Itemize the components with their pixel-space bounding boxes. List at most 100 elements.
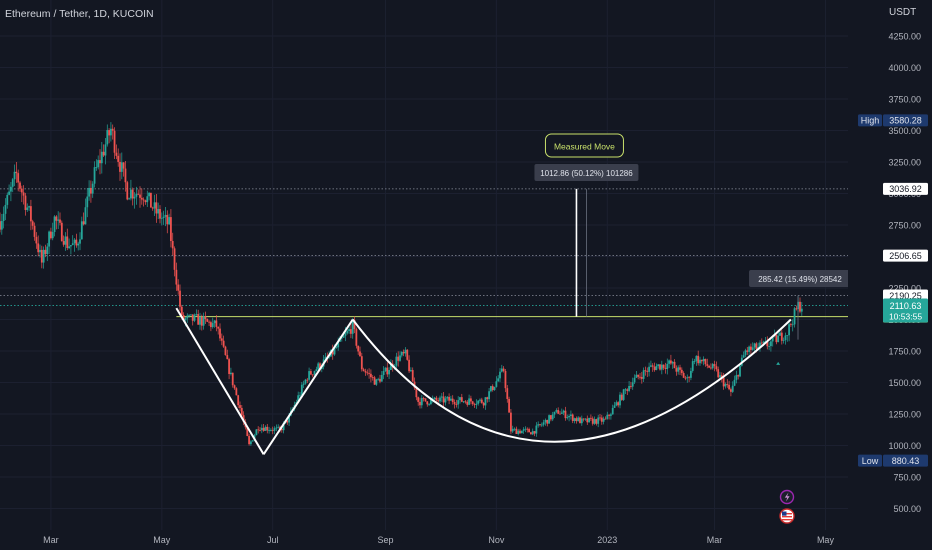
candle-body — [344, 333, 347, 336]
candle-body — [651, 365, 654, 367]
candle-body — [557, 410, 560, 414]
time-axis[interactable]: Mar May Jul Sep Nov 2023 Mar May — [0, 530, 932, 550]
candle-body — [655, 366, 658, 371]
candle-body — [526, 428, 529, 430]
candle-body — [413, 381, 416, 388]
candle-body — [600, 417, 603, 422]
candle-body — [468, 398, 470, 405]
candle-body — [139, 194, 141, 198]
candle-body — [260, 427, 263, 431]
candle-body — [602, 418, 605, 422]
candle-body — [688, 377, 690, 379]
candle-body — [560, 412, 563, 414]
candle-body — [177, 284, 180, 291]
time-tick-label: May — [153, 535, 171, 545]
candle-body — [115, 152, 118, 156]
candle-body — [4, 204, 7, 214]
candle-body — [799, 301, 801, 312]
pattern-line[interactable] — [262, 318, 354, 455]
candle-body — [444, 398, 447, 403]
candle-body — [551, 414, 554, 420]
candle-body — [644, 370, 647, 372]
candle-body — [259, 430, 261, 431]
candle-body — [31, 221, 34, 226]
candle-body — [742, 355, 745, 358]
countdown-text: 10:53:55 — [889, 312, 922, 322]
cup-curve[interactable] — [351, 318, 792, 443]
candle-body — [26, 207, 29, 210]
measured-move-stats: 1012.86 (50.12%) 101286 — [540, 169, 633, 178]
candle-body — [237, 395, 240, 406]
measured-move-box[interactable] — [544, 133, 624, 158]
candle-body — [202, 316, 205, 326]
candle-body — [410, 370, 412, 372]
candle-body — [171, 241, 174, 249]
cup-and-handle-pattern[interactable] — [175, 307, 792, 455]
candle-body — [304, 379, 307, 384]
candle-body — [711, 364, 714, 369]
candle-body — [695, 355, 698, 362]
candle-body — [160, 217, 163, 219]
candle-body — [335, 347, 338, 349]
candle-body — [568, 416, 570, 418]
candle-body — [117, 155, 120, 162]
candle-body — [170, 217, 172, 242]
measured-move-tool[interactable]: Measured Move 1012.86 (50.12%) 101286 285.… — [534, 133, 852, 365]
candle-body — [264, 426, 267, 431]
candle-body — [184, 318, 187, 321]
candle-body — [710, 367, 712, 369]
candle-body — [313, 371, 316, 375]
candle-body — [800, 308, 803, 312]
candle-body — [570, 414, 572, 417]
candle-body — [760, 342, 763, 344]
candle-body — [75, 239, 78, 246]
candle-body — [459, 397, 461, 401]
candle-body — [360, 356, 363, 370]
candle-body — [491, 386, 494, 391]
candle-body — [200, 316, 203, 326]
candle-body — [451, 398, 454, 402]
time-tick-label: Mar — [707, 535, 723, 545]
candle-body — [548, 415, 550, 424]
candle-body — [24, 195, 27, 210]
candle-body — [588, 417, 590, 423]
candle-body — [71, 243, 74, 246]
candle-body — [713, 364, 716, 367]
candle-body — [435, 397, 438, 401]
candle-body — [750, 346, 752, 350]
candle-body — [671, 361, 674, 364]
candle-body — [140, 197, 143, 200]
candle-body — [191, 314, 194, 321]
currency-label: USDT — [889, 7, 916, 18]
candle-body — [482, 402, 485, 406]
candle-body — [208, 321, 210, 323]
candle-body — [146, 196, 149, 203]
candle-body — [470, 398, 472, 402]
candle-body — [179, 290, 181, 307]
pattern-line[interactable] — [175, 307, 265, 455]
candle-body — [350, 329, 352, 334]
price-axis[interactable]: 500.00 750.00 1000.00 1250.00 1500.00 1750.00… — [848, 0, 932, 530]
axis-icons[interactable] — [779, 489, 795, 524]
candle-body — [510, 412, 512, 432]
us-flag-icon[interactable] — [779, 508, 795, 524]
candle-body — [315, 369, 318, 372]
candle-body — [513, 428, 516, 430]
candle-body — [355, 329, 358, 346]
lightning-icon[interactable] — [779, 489, 795, 505]
candle-body — [662, 364, 665, 368]
candle-body — [317, 363, 320, 370]
candle-body — [48, 231, 50, 247]
candle-body — [217, 326, 220, 329]
candle-body — [0, 221, 1, 230]
candle-body — [479, 399, 481, 401]
measured-move-label: Measured Move — [554, 142, 615, 152]
candle-body — [68, 246, 70, 249]
candle-body — [542, 422, 545, 425]
candle-body — [686, 377, 689, 379]
small-move-stats-box — [749, 270, 852, 287]
candle-body — [466, 401, 469, 405]
candle-body — [362, 369, 365, 372]
